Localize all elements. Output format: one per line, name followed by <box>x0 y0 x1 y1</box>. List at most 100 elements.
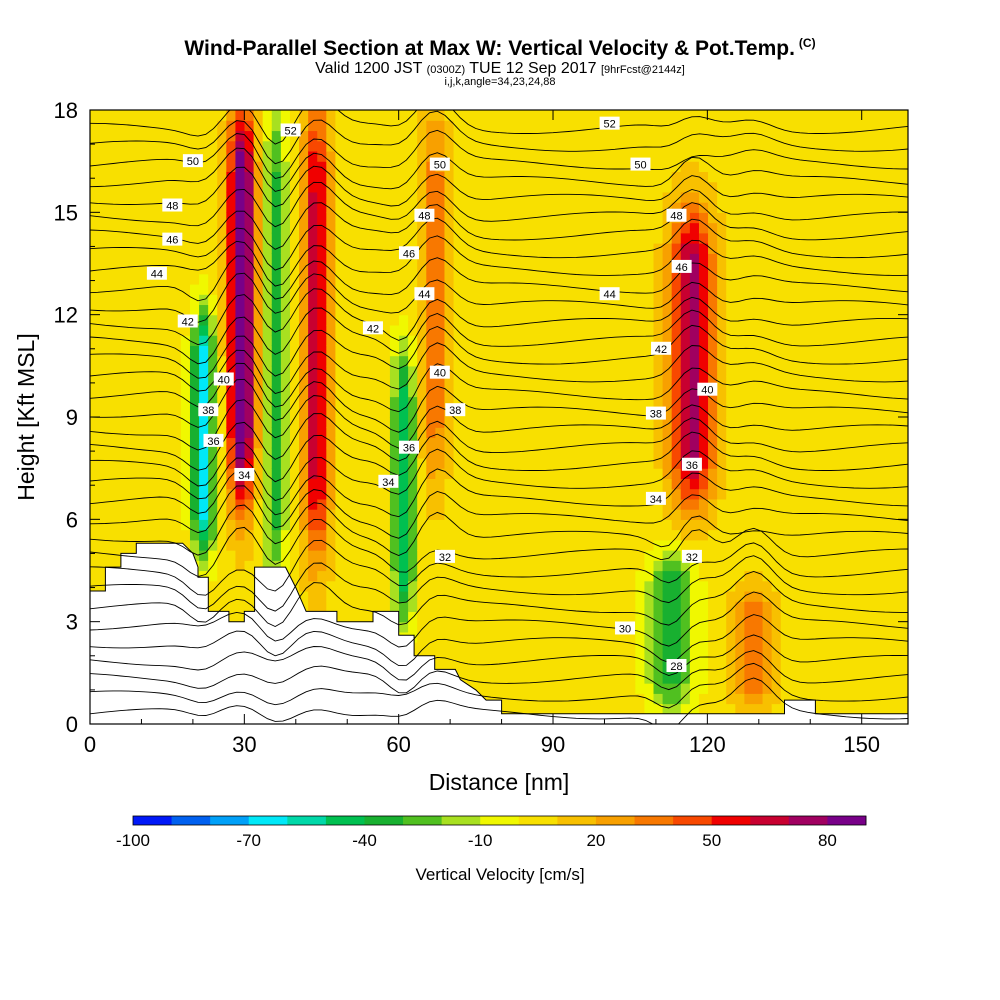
shade-cell <box>189 529 200 541</box>
shade-cell <box>817 161 827 172</box>
shade-cell <box>189 447 200 459</box>
shade-cell <box>480 355 491 367</box>
shade-cell <box>489 406 500 418</box>
shade-cell <box>580 263 591 275</box>
shade-cell <box>480 601 491 613</box>
shade-cell <box>90 519 100 531</box>
shade-cell <box>517 150 527 162</box>
shade-cell <box>162 273 173 285</box>
shade-cell <box>689 283 700 295</box>
shade-cell <box>380 232 391 244</box>
shade-cell <box>108 345 118 357</box>
shade-cell <box>835 253 845 265</box>
shade-cell <box>608 130 618 142</box>
shade-cell <box>499 560 509 572</box>
shade-cell <box>771 457 782 469</box>
shade-cell <box>553 642 564 653</box>
shade-cell <box>226 478 237 490</box>
shade-cell <box>462 611 473 623</box>
shade-cell <box>353 365 364 377</box>
shade-cell <box>708 396 718 408</box>
shade-cell <box>453 181 464 193</box>
shade-cell <box>171 417 182 428</box>
shade-cell <box>780 355 791 367</box>
shade-cell <box>744 519 755 531</box>
shade-cell <box>380 396 391 408</box>
shade-cell <box>408 550 418 561</box>
shade-cell <box>435 110 446 121</box>
shade-cell <box>671 253 682 265</box>
shade-cell <box>426 263 436 275</box>
shade-cell <box>653 283 664 295</box>
shade-cell <box>698 273 709 285</box>
shade-cell <box>698 253 709 265</box>
shade-cell <box>499 539 509 551</box>
shade-cell <box>426 590 436 602</box>
shade-cell <box>353 202 364 213</box>
shade-cell <box>362 191 373 203</box>
shade-cell <box>90 335 100 346</box>
shade-cell <box>589 621 600 633</box>
shade-cell <box>680 631 691 643</box>
shade-cell <box>180 263 191 275</box>
shade-cell <box>253 437 264 449</box>
shade-cell <box>771 662 782 674</box>
shade-cell <box>626 662 636 674</box>
shade-cell <box>417 161 427 172</box>
shade-cell <box>517 243 527 254</box>
shade-cell <box>308 601 318 613</box>
shade-cell <box>217 202 227 213</box>
shade-cell <box>608 427 618 439</box>
shade-cell <box>689 294 700 306</box>
shade-cell <box>835 243 845 254</box>
shade-cell <box>453 314 464 326</box>
shade-cell <box>808 181 818 193</box>
shade-cell <box>771 621 782 633</box>
shade-cell <box>508 560 518 572</box>
shade-cell <box>562 498 573 510</box>
shade-cell <box>453 417 464 428</box>
shade-cell <box>90 304 100 316</box>
shade-cell <box>262 396 273 408</box>
shade-cell <box>635 181 646 193</box>
shade-cell <box>244 355 255 367</box>
shade-cell <box>453 345 464 357</box>
shade-cell <box>308 110 318 121</box>
shade-cell <box>289 539 300 551</box>
shade-cell <box>726 488 736 500</box>
shade-cell <box>462 314 473 326</box>
shade-cell <box>335 560 346 572</box>
shade-cell <box>435 181 446 193</box>
shade-cell <box>380 550 391 561</box>
shade-cell <box>689 324 700 336</box>
shade-cell <box>553 335 564 346</box>
shade-cell <box>808 611 818 623</box>
shade-cell <box>689 417 700 428</box>
shade-cell <box>489 590 500 602</box>
shade-cell <box>698 621 709 633</box>
shade-cell <box>489 150 500 162</box>
shade-cell <box>489 693 500 705</box>
shade-cell <box>389 191 400 203</box>
shade-cell <box>589 570 600 582</box>
shade-cell <box>817 611 827 623</box>
shade-cell <box>417 498 427 510</box>
shade-cell <box>335 202 346 213</box>
shade-cell <box>680 355 691 367</box>
shade-cell <box>562 181 573 193</box>
shade-cell <box>689 110 700 121</box>
shade-cell <box>762 150 773 162</box>
shade-cell <box>535 376 546 387</box>
shade-cell <box>226 120 237 132</box>
shade-cell <box>208 417 218 428</box>
shade-cell <box>335 457 346 469</box>
shade-cell <box>444 345 455 357</box>
shade-cell <box>262 110 273 121</box>
shade-cell <box>435 294 446 306</box>
shade-cell <box>580 509 591 520</box>
shade-cell <box>626 283 636 295</box>
shade-cell <box>735 560 745 572</box>
shade-cell <box>426 550 436 561</box>
shade-cell <box>644 703 655 715</box>
shade-cell <box>635 406 646 418</box>
